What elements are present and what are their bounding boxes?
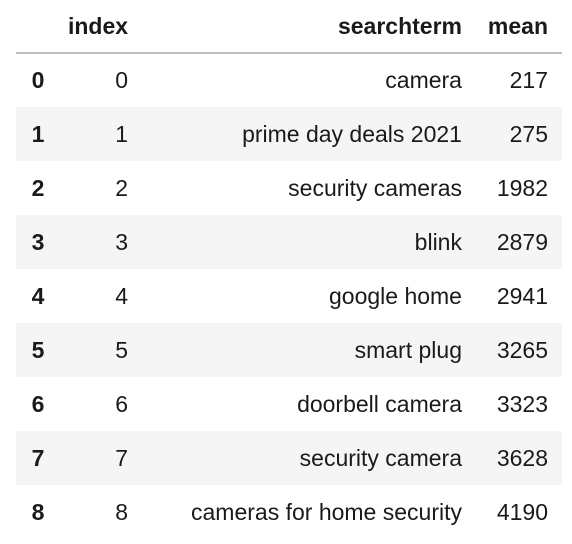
index-cell: 7 <box>115 444 129 471</box>
table-row: 0 0 camera 217 <box>16 53 562 107</box>
header-cell-searchterm: searchterm <box>142 0 476 54</box>
table-row: 4 4 google home 2941 <box>16 269 562 323</box>
header-cell-rowlabel <box>16 0 60 54</box>
index-cell: 2 <box>115 174 129 201</box>
searchterm-cell: security cameras <box>288 174 462 201</box>
index-cell: 8 <box>115 498 129 525</box>
mean-cell: 3323 <box>496 390 548 417</box>
row-label-cell: 3 <box>31 228 45 255</box>
table-row: 6 6 doorbell camera 3323 <box>16 377 562 431</box>
header-cell-index: index <box>59 0 143 54</box>
table-row: 7 7 security camera 3628 <box>16 431 562 485</box>
searchterm-cell: smart plug <box>354 336 462 363</box>
mean-cell: 4190 <box>496 498 548 525</box>
table-row: 3 3 blink 2879 <box>16 215 562 269</box>
mean-cell: 3628 <box>496 444 548 471</box>
mean-cell: 3265 <box>496 336 548 363</box>
table-row: 2 2 security cameras 1982 <box>16 161 562 215</box>
table-header: index searchterm mean <box>16 0 562 54</box>
row-label-cell: 0 <box>31 67 45 93</box>
index-cell: 0 <box>115 67 129 93</box>
index-cell: 5 <box>115 336 129 363</box>
row-label-cell: 8 <box>31 498 45 525</box>
header-cell-mean: mean <box>475 0 562 54</box>
searchterm-cell: doorbell camera <box>297 390 462 417</box>
searchterm-cell: security camera <box>299 444 462 471</box>
mean-cell: 2941 <box>496 282 548 309</box>
index-cell: 6 <box>115 390 129 417</box>
row-label-cell: 5 <box>31 336 45 363</box>
index-cell: 3 <box>115 228 129 255</box>
searchterm-cell: prime day deals 2021 <box>242 120 462 147</box>
row-label-cell: 4 <box>31 282 45 309</box>
searchterm-cell: cameras for home security <box>191 498 462 525</box>
table-body: 0 0 camera 217 1 1 prime day deals 2021 275 2 2 se… <box>16 53 562 539</box>
row-label-cell: 6 <box>31 390 45 417</box>
table-row: 1 1 prime day deals 2021 275 <box>16 107 562 161</box>
row-label-cell: 7 <box>31 444 45 471</box>
header-row: index searchterm mean <box>16 0 562 54</box>
table-row: 5 5 smart plug 3265 <box>16 323 562 377</box>
mean-cell: 2879 <box>496 228 548 255</box>
searchterm-cell: blink <box>414 228 462 255</box>
searchterm-cell: google home <box>328 282 462 309</box>
table-row: 8 8 cameras for home security 4190 <box>16 485 562 539</box>
index-cell: 4 <box>115 282 129 309</box>
mean-cell: 275 <box>509 120 548 147</box>
dataframe-table: index searchterm mean 0 0 camera 217 1 1 prime… <box>16 0 562 539</box>
mean-cell: 217 <box>509 67 548 93</box>
row-label-cell: 1 <box>31 120 45 147</box>
mean-cell: 1982 <box>496 174 548 201</box>
row-label-cell: 2 <box>31 174 45 201</box>
index-cell: 1 <box>115 120 129 147</box>
searchterm-cell: camera <box>385 67 462 93</box>
